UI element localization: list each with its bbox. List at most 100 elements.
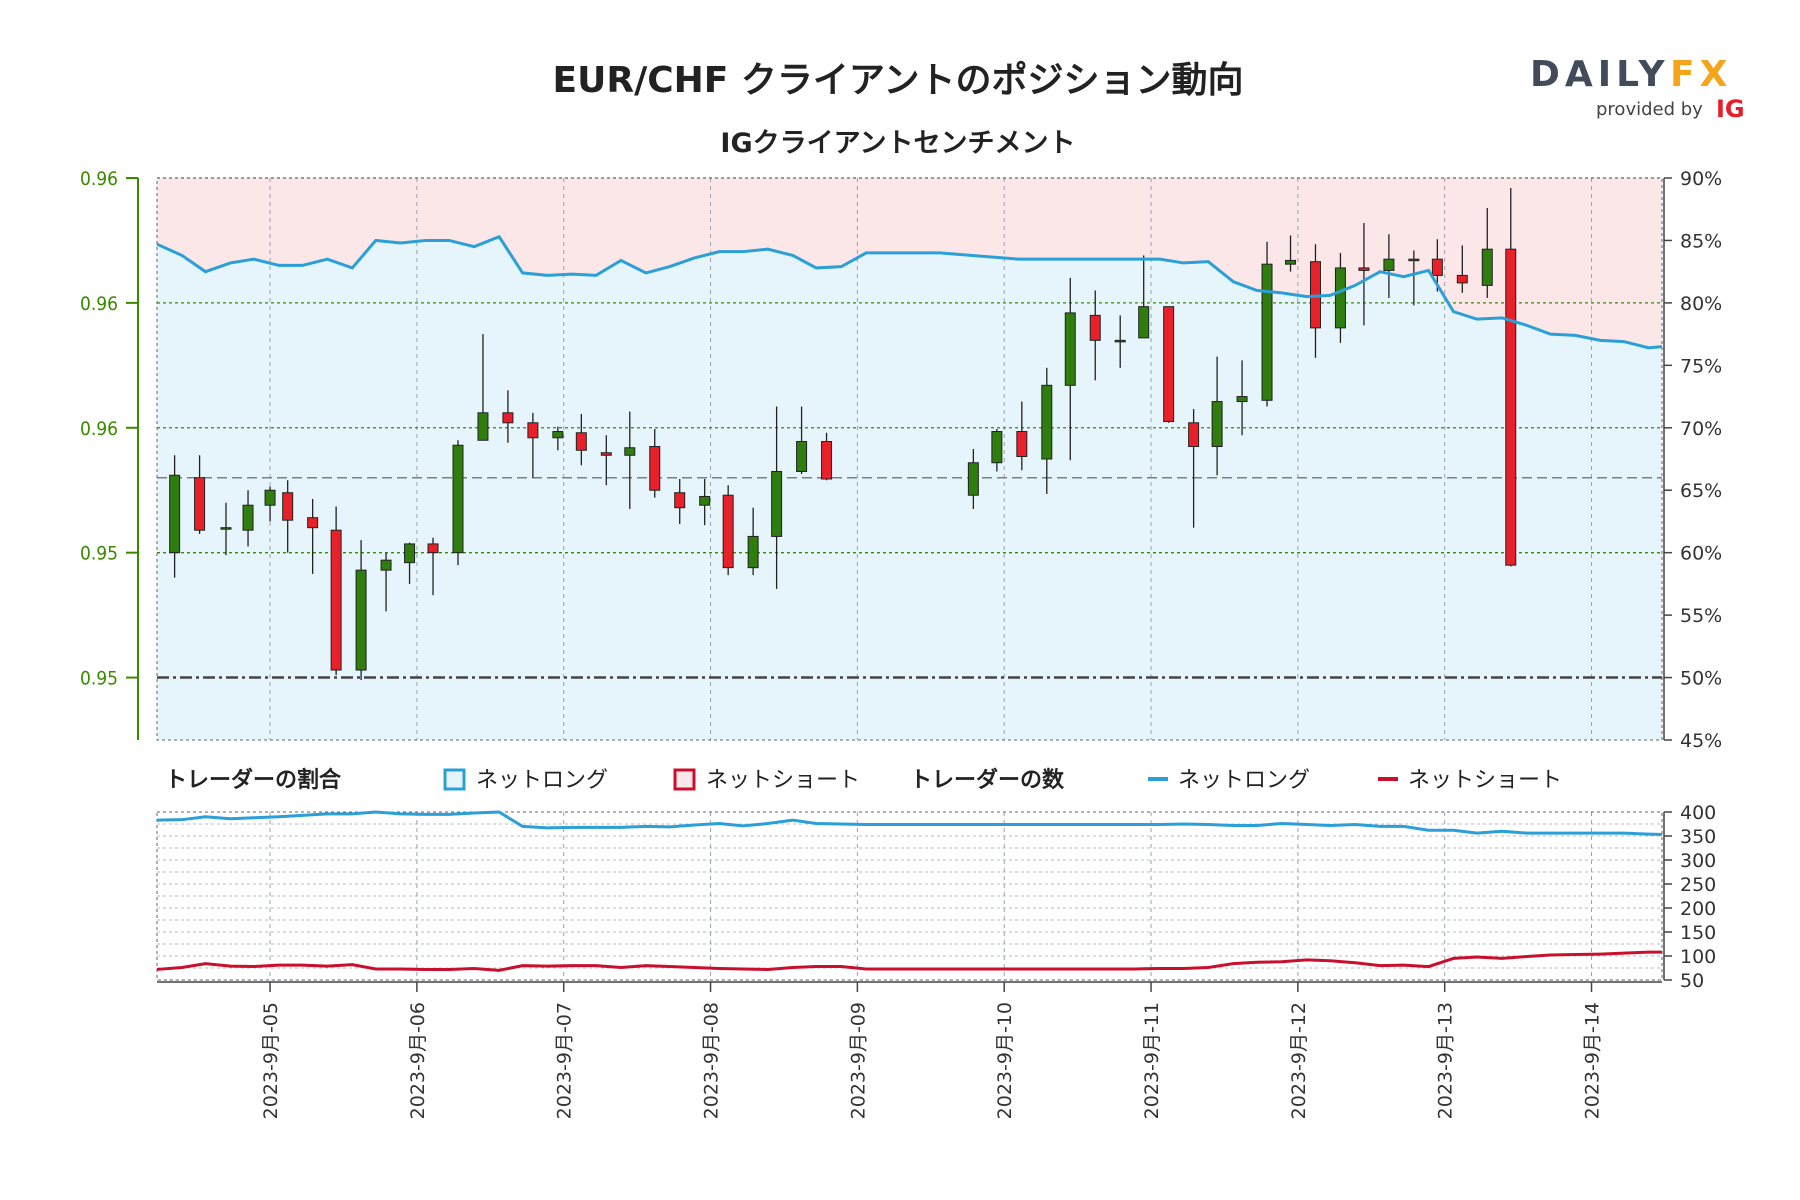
right-axis-label: 55%: [1680, 605, 1722, 627]
right-axis-label: 60%: [1680, 543, 1722, 565]
x-axis-label: 2023-9月-09: [847, 1002, 869, 1119]
right-axis-label: 85%: [1680, 230, 1722, 252]
candle-bullish: [452, 444, 464, 554]
candle-bearish: [1456, 274, 1468, 284]
candle-bearish: [1089, 314, 1101, 341]
candle-bullish: [796, 441, 808, 472]
legend-count-long: ネットロング: [1178, 768, 1310, 793]
candle-bullish: [1408, 258, 1420, 262]
right-axis-label: 75%: [1680, 355, 1722, 377]
candle-bullish: [1236, 396, 1248, 403]
right-axis-label: 65%: [1680, 480, 1722, 502]
logo-dailyfx-text: DAILY: [1530, 54, 1670, 95]
right-axis-label: 50%: [1680, 668, 1722, 690]
candle-bearish: [502, 412, 514, 424]
count-right-axis-label: 50: [1680, 970, 1704, 992]
count-right-axis-label: 400: [1680, 802, 1716, 824]
candle-bullish: [355, 569, 367, 671]
left-axis-label: 0.95: [80, 668, 118, 690]
logo-ig-text: IG: [1716, 95, 1745, 123]
logo-provided-by: provided by: [1596, 99, 1703, 120]
candle-bullish: [1383, 258, 1395, 271]
candle-bearish: [674, 492, 686, 509]
x-axis-label: 2023-9月-13: [1435, 1002, 1457, 1119]
x-axis-label: 2023-9月-11: [1141, 1002, 1163, 1119]
left-axis-label: 0.95: [80, 543, 118, 565]
candle-bullish: [264, 489, 276, 506]
candle-bullish: [477, 412, 489, 441]
long-percentage-line: [156, 234, 1663, 350]
candle-bearish: [575, 432, 587, 451]
candle-bearish: [282, 492, 294, 521]
candle-bearish: [1163, 306, 1175, 423]
candle-bullish: [699, 495, 711, 506]
chart-subtitle: IGクライアントセンチメント: [720, 128, 1075, 159]
count-right-axis-label: 250: [1680, 874, 1716, 896]
candle-bullish: [1064, 312, 1076, 386]
right-axis-label: 90%: [1680, 168, 1722, 190]
long-percentage-path: [156, 234, 1663, 350]
x-axis-label: 2023-9月-10: [994, 1002, 1016, 1119]
legend-count-short: ネットショート: [1408, 768, 1562, 793]
candle-bearish: [1358, 267, 1370, 271]
candle-bullish: [1261, 263, 1273, 401]
count-right-axis-label: 200: [1680, 898, 1716, 920]
candle-bullish: [404, 543, 416, 564]
candle-bullish: [1114, 339, 1126, 343]
x-axis-label: 2023-9月-14: [1582, 1002, 1604, 1119]
candle-bearish: [1505, 248, 1517, 566]
candle-bullish: [1285, 259, 1297, 265]
count-right-axis-label: 100: [1680, 946, 1716, 968]
legend-ratio-title: トレーダーの割合: [165, 767, 342, 793]
candle-bullish: [169, 474, 181, 554]
right-axis-label: 45%: [1680, 730, 1722, 752]
x-axis-label: 2023-9月-05: [260, 1002, 282, 1119]
left-axis-label: 0.96: [80, 168, 118, 190]
dailyfx-logo: DAILY FX provided by IG: [1530, 54, 1745, 123]
candle-bullish: [624, 447, 636, 456]
count-plot-frame: [156, 811, 1663, 981]
legend-ratio-short-swatch: [673, 768, 696, 791]
x-axis-label: 2023-9月-08: [701, 1002, 723, 1119]
legend-ratio-long: ネットロング: [476, 768, 608, 793]
x-axis-label: 2023-9月-12: [1288, 1002, 1310, 1119]
candle-bearish: [307, 517, 319, 529]
long-area: [157, 236, 1662, 740]
candle-bearish: [1016, 431, 1028, 458]
count-plot-grid: [156, 811, 1663, 981]
candle-bullish: [380, 559, 392, 571]
candle-bullish: [1481, 248, 1493, 286]
x-axis: 2023-9月-05 2023-9月-06 2023-9月-07 2023-9月-08…: [157, 981, 1662, 1119]
main-plot-frame: [156, 177, 1663, 741]
candle-bullish: [991, 431, 1003, 464]
candle-bullish: [220, 527, 232, 530]
candle-bearish: [649, 446, 661, 491]
legend-count-title: トレーダーの数: [910, 767, 1065, 793]
candle-bearish: [330, 529, 342, 671]
candle-bearish: [1431, 258, 1443, 276]
candle-bearish: [194, 477, 206, 531]
count-plot-lines: [156, 810, 1663, 972]
candle-bullish: [242, 504, 254, 531]
count-right-axis-label: 150: [1680, 922, 1716, 944]
candle-bearish: [1188, 422, 1200, 448]
candle-bullish: [1334, 267, 1346, 329]
candle-bullish: [552, 431, 564, 439]
right-axis-label: 70%: [1680, 418, 1722, 440]
candle-bearish: [527, 422, 539, 439]
legend-ratio-short: ネットショート: [706, 768, 860, 793]
candle-bearish: [722, 494, 734, 569]
main-plot-background: [157, 178, 1662, 740]
legend-ratio-long-swatch: [443, 768, 466, 791]
right-axis-label: 80%: [1680, 293, 1722, 315]
main-plot-grid: [156, 177, 1663, 741]
left-axis-label: 0.96: [80, 293, 118, 315]
candle-bullish: [1211, 401, 1223, 448]
legend: トレーダーの割合 ネットロング ネットショート トレーダーの数 ネットロング ネ…: [165, 767, 1562, 793]
count-long-line: [156, 810, 1663, 837]
x-axis-label: 2023-9月-06: [407, 1002, 429, 1119]
candle-bullish: [747, 535, 759, 569]
candlestick-series: [169, 187, 1517, 681]
